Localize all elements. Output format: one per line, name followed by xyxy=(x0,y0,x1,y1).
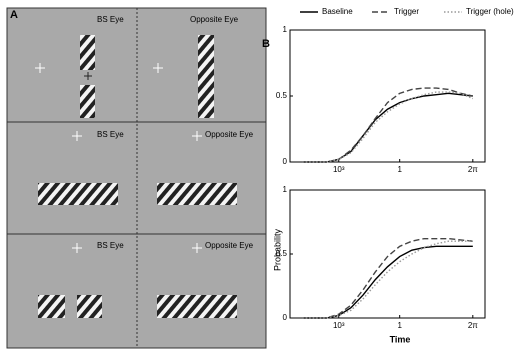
row-label: BS Eye xyxy=(97,130,124,139)
legend-label: Baseline xyxy=(322,7,353,16)
row-label: Opposite Eye xyxy=(190,15,239,24)
grating xyxy=(80,35,95,70)
y-tick-label: 0.5 xyxy=(276,249,288,258)
x-axis-label: Time xyxy=(390,334,411,344)
x-tick-label: 10³ xyxy=(333,321,345,330)
row-label: BS Eye xyxy=(97,241,124,250)
x-tick-label: 2π xyxy=(468,321,478,330)
grating xyxy=(38,295,65,318)
grating xyxy=(80,85,95,118)
x-tick-label: 1 xyxy=(397,165,402,174)
y-tick-label: 1 xyxy=(283,25,288,34)
y-tick-label: 0 xyxy=(283,157,288,166)
grating xyxy=(77,295,102,318)
y-axis-label: Probability xyxy=(272,228,282,271)
gratings xyxy=(38,35,237,318)
grating xyxy=(198,35,214,118)
row-label: BS Eye xyxy=(97,15,124,24)
row-label: Opposite Eye xyxy=(205,241,254,250)
series-line xyxy=(302,91,474,163)
panel-label: B xyxy=(262,38,270,50)
panel-a: A BS Eye Opposite Eye BS Eye Opposite Ey… xyxy=(6,7,267,349)
grating xyxy=(157,183,237,205)
panel-label: A xyxy=(10,9,18,21)
grating xyxy=(38,183,118,205)
series-line xyxy=(302,240,473,319)
plot-frame xyxy=(289,189,486,319)
panel-b: B xyxy=(262,38,270,50)
plot-frame xyxy=(289,29,486,163)
y-tick-label: 0 xyxy=(283,313,288,322)
y-tick-label: 1 xyxy=(283,185,288,194)
y-tick-label: 0.5 xyxy=(276,91,288,100)
grating xyxy=(157,295,237,318)
x-tick-label: 1 xyxy=(397,321,402,330)
x-tick-label: 10³ xyxy=(333,165,345,174)
fixation-cross xyxy=(35,63,202,253)
row-box xyxy=(6,233,267,349)
legend-label: Trigger xyxy=(394,7,419,16)
x-tick-label: 2π xyxy=(468,165,478,174)
legend-label: Trigger (hole) xyxy=(466,7,514,16)
row-label: Opposite Eye xyxy=(205,130,254,139)
fixations xyxy=(35,63,202,253)
plus xyxy=(84,72,92,80)
